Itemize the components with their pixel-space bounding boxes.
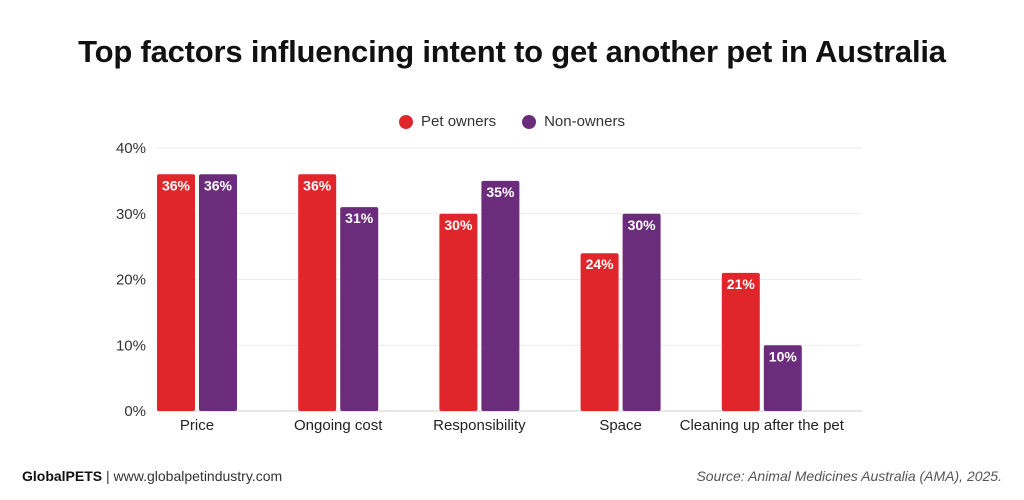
bar [622, 213, 661, 411]
y-tick-label: 30% [116, 206, 146, 223]
bar [157, 174, 195, 411]
footer-separator: | [102, 468, 114, 484]
data-label: 21% [727, 276, 756, 292]
chart-title: Top factors influencing intent to get an… [78, 34, 946, 69]
bar [763, 345, 802, 411]
data-label: 24% [586, 256, 615, 272]
y-tick-label: 40% [116, 140, 146, 157]
bar-chart: 0% 10% 20% 30% 40% 36% 36% Price 36% 31% Ongoing c… [116, 140, 862, 434]
bar [199, 174, 237, 411]
data-label: 31% [345, 210, 374, 226]
footer-brand: GlobalPETS [22, 468, 103, 484]
bar [340, 207, 379, 411]
data-label: 36% [303, 177, 332, 193]
y-tick-label: 20% [116, 272, 146, 289]
x-tick-label: Price [180, 417, 214, 434]
legend: Pet owners Non-owners [0, 113, 1024, 130]
data-label: 30% [444, 217, 473, 233]
footer-source: Source: Animal Medicines Australia (AMA)… [696, 468, 1002, 484]
legend-label-pet-owners: Pet owners [421, 113, 497, 130]
data-label: 36% [204, 177, 233, 193]
data-label: 36% [162, 177, 191, 193]
bar [481, 180, 520, 411]
data-label: 35% [486, 184, 515, 200]
x-tick-label: Cleaning up after the pet [680, 417, 845, 434]
y-tick-label: 10% [116, 337, 146, 354]
footer-credit: GlobalPETS | www.globalpetindustry.com [22, 468, 282, 484]
data-label: 10% [769, 348, 798, 364]
bar [439, 213, 478, 411]
data-label: 30% [628, 217, 657, 233]
legend-swatch-non-owners [522, 114, 537, 129]
legend-item-non-owners: Non-owners [522, 113, 625, 130]
x-tick-label: Ongoing cost [294, 417, 383, 434]
bar [580, 253, 619, 411]
legend-item-pet-owners: Pet owners [399, 113, 496, 130]
x-tick-label: Space [599, 417, 642, 434]
bar [298, 174, 337, 411]
legend-label-non-owners: Non-owners [544, 113, 625, 130]
bar [721, 272, 760, 411]
x-tick-label: Responsibility [433, 417, 526, 434]
footer-url: www.globalpetindustry.com [113, 468, 283, 484]
y-tick-label: 0% [124, 403, 146, 420]
legend-swatch-pet-owners [399, 114, 414, 129]
